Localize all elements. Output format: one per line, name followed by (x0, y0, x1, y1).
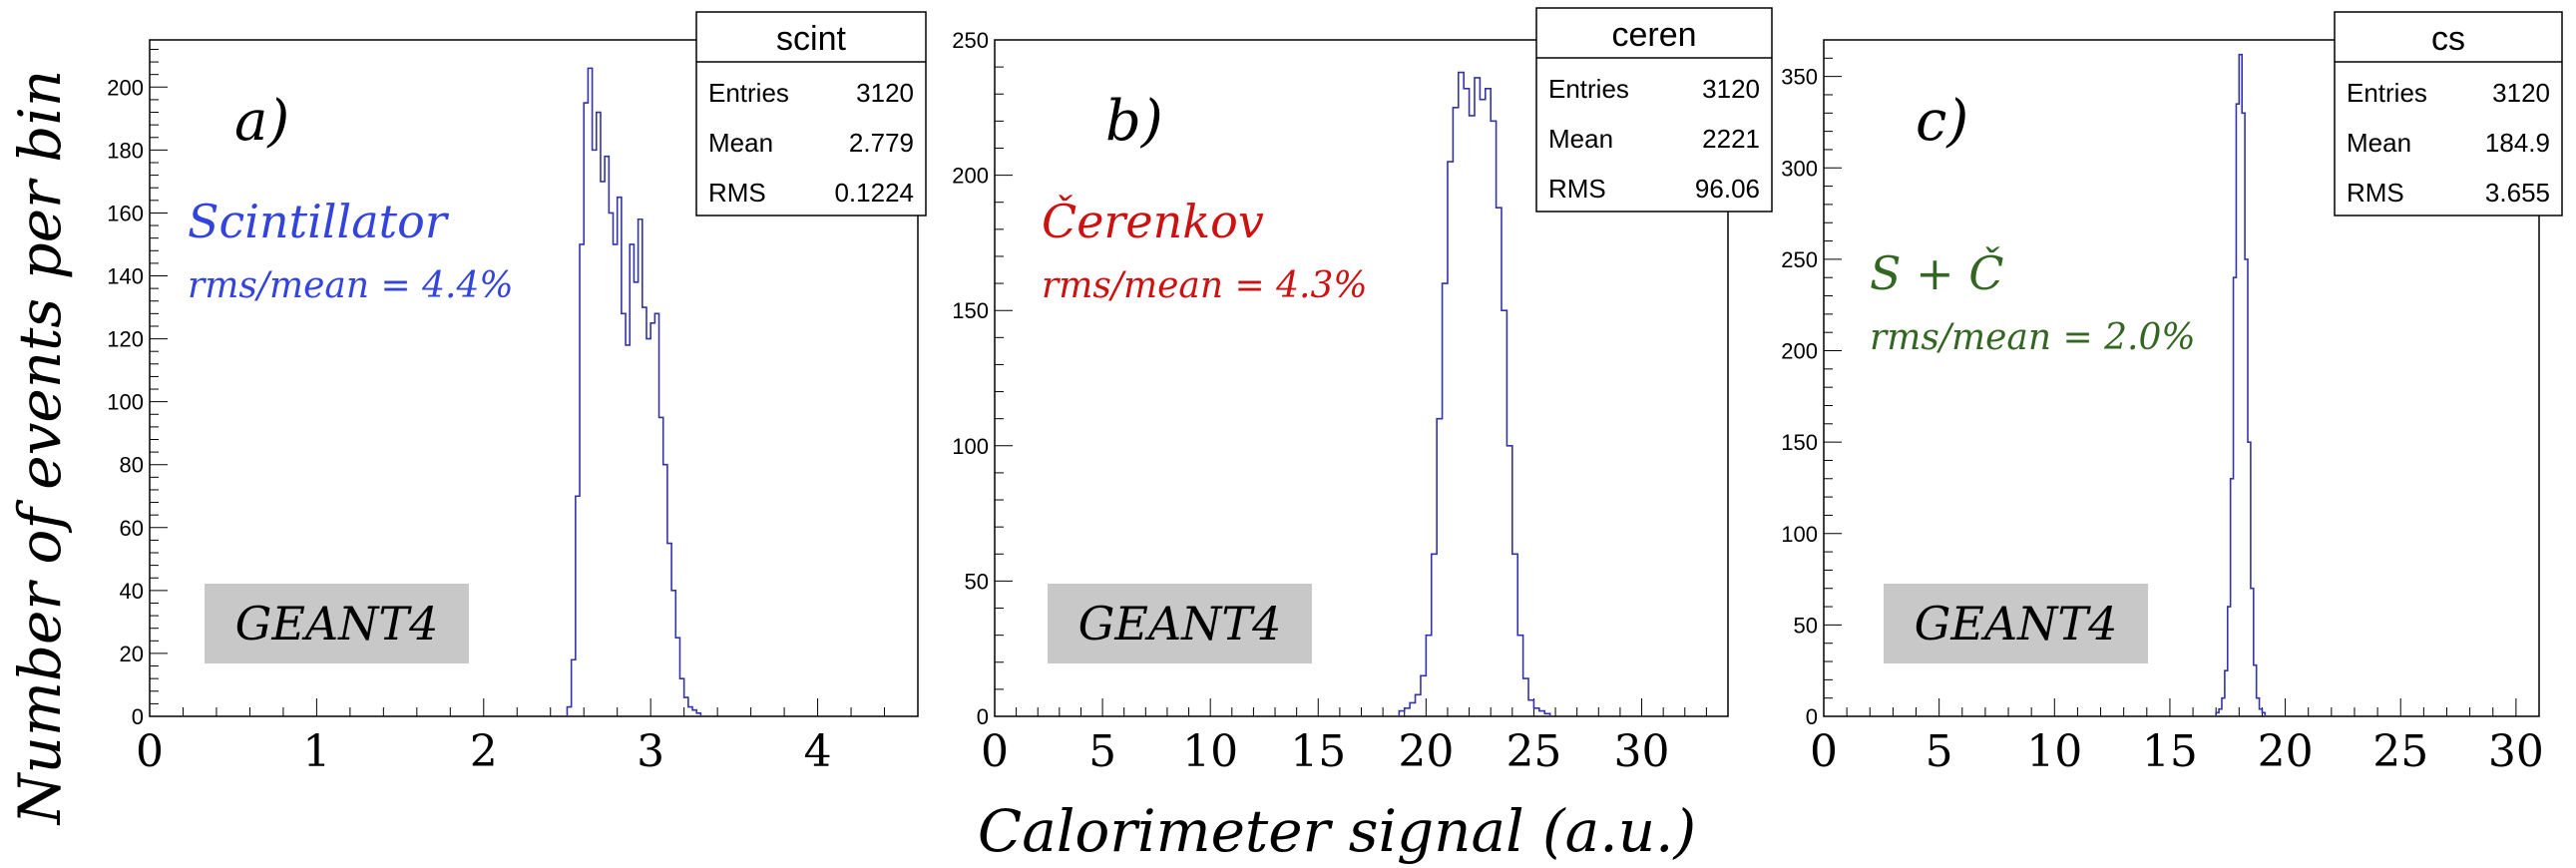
stats-key: Mean (708, 128, 773, 158)
y-tick-label: 100 (1781, 522, 1818, 547)
stats-key: Entries (1548, 74, 1629, 104)
panel-3: 0 50 100 150 200 250 300 350 0 5 10 15 20 25 30 c) S + Č… (1781, 11, 2563, 777)
x-tick-label: 3 (637, 726, 664, 777)
y-tick-label: 100 (952, 434, 989, 459)
panel-1: 0 20 40 60 80 100 120 140 160 180 200 0 1 2 3 4 a) Scinti… (107, 11, 927, 777)
y-tick-label: 200 (107, 75, 144, 100)
y-tick-label: 50 (1794, 613, 1818, 638)
y-tick-label: 180 (107, 138, 144, 163)
stats-title: ceren (1611, 16, 1696, 54)
x-tick-label: 5 (1088, 726, 1116, 777)
resolution-label: rms/mean = 2.0% (1870, 317, 2196, 358)
x-tick-label: 20 (2258, 726, 2314, 777)
y-tick-label: 0 (132, 704, 144, 729)
y-tick-label: 100 (107, 390, 144, 415)
x-tick-label: 0 (1810, 726, 1838, 777)
stats-value: 3120 (856, 78, 914, 108)
histogram-line (2215, 53, 2267, 716)
generator-box (1884, 584, 2148, 663)
stats-value: 3120 (1702, 74, 1760, 104)
stats-key: RMS (1548, 174, 1606, 204)
plot-frame (1823, 39, 2540, 717)
panel-label: c) (1916, 89, 1968, 154)
histogram-line (1398, 71, 1551, 716)
y-tick-label: 160 (107, 201, 144, 225)
x-tick-label: 4 (804, 726, 832, 777)
stats-value: 0.1224 (834, 178, 914, 208)
y-tick-label: 120 (107, 327, 144, 352)
x-tick-label: 15 (1290, 726, 1346, 777)
y-tick-label: 150 (952, 298, 989, 323)
y-tick-label: 250 (952, 28, 989, 53)
y-tick-label: 0 (1806, 704, 1818, 729)
y-tick-label: 300 (1781, 156, 1818, 181)
x-tick-label: 15 (2142, 726, 2198, 777)
stats-key: Mean (2347, 128, 2411, 158)
detector-label: Čerenkov (1042, 194, 1264, 248)
y-tick-label: 60 (120, 516, 144, 541)
x-tick-label: 10 (2026, 726, 2082, 777)
x-tick-label: 20 (1398, 726, 1454, 777)
y-tick-label: 140 (107, 264, 144, 289)
stats-key: Mean (1548, 124, 1613, 154)
panel-label: b) (1105, 89, 1163, 154)
detector-label: Scintillator (188, 195, 450, 248)
detector-label: S + Č (1870, 245, 2004, 300)
y-tick-label: 50 (965, 569, 989, 594)
stats-key: RMS (2347, 178, 2404, 208)
y-tick-label: 200 (952, 164, 989, 189)
stats-key: RMS (708, 178, 766, 208)
stats-title: cs (2431, 20, 2465, 58)
stats-value: 96.06 (1695, 174, 1760, 204)
resolution-label: rms/mean = 4.4% (188, 265, 514, 306)
x-tick-label: 1 (302, 726, 330, 777)
stats-value: 3.655 (2485, 178, 2550, 208)
x-tick-label: 25 (2372, 726, 2428, 777)
stats-value: 3120 (2492, 78, 2550, 108)
panel-2: 0 50 100 150 200 250 0 5 10 15 20 25 30 b) Čerenkov rms… (952, 7, 1773, 777)
x-tick-label: 30 (1614, 726, 1670, 777)
x-tick-label: 10 (1182, 726, 1238, 777)
y-tick-label: 40 (120, 579, 144, 604)
panel-label: a) (234, 89, 289, 154)
x-axis-title: Calorimeter signal (a.u.) (978, 797, 1696, 865)
y-tick-label: 200 (1781, 339, 1818, 364)
y-tick-label: 150 (1781, 430, 1818, 455)
x-tick-label: 0 (981, 726, 1009, 777)
generator-box (1048, 584, 1312, 663)
stats-key: Entries (708, 78, 789, 108)
stats-value: 184.9 (2485, 128, 2550, 158)
x-tick-label: 0 (136, 726, 164, 777)
y-tick-label: 350 (1781, 65, 1818, 90)
resolution-label: rms/mean = 4.3% (1042, 265, 1368, 306)
x-tick-label: 2 (470, 726, 498, 777)
stats-value: 2.779 (849, 128, 914, 158)
stats-box (695, 11, 927, 217)
plot-frame (149, 39, 919, 717)
y-tick-label: 20 (120, 642, 144, 666)
stats-key: Entries (2347, 78, 2427, 108)
generator-label: GEANT4 (1915, 597, 2118, 651)
x-tick-label: 30 (2488, 726, 2544, 777)
generator-label: GEANT4 (1078, 597, 1282, 651)
x-tick-label: 25 (1505, 726, 1561, 777)
stats-value: 2221 (1702, 124, 1760, 154)
stats-title: scint (776, 20, 846, 58)
generator-label: GEANT4 (235, 597, 439, 651)
histogram-line (566, 67, 702, 716)
y-tick-label: 0 (977, 704, 989, 729)
y-tick-label: 80 (120, 453, 144, 478)
stats-box (2334, 11, 2563, 217)
stats-box (1535, 7, 1773, 213)
x-tick-label: 5 (1926, 726, 1953, 777)
generator-box (205, 584, 469, 663)
y-tick-label: 250 (1781, 247, 1818, 272)
y-axis-title: Number of events per bin (6, 70, 74, 826)
